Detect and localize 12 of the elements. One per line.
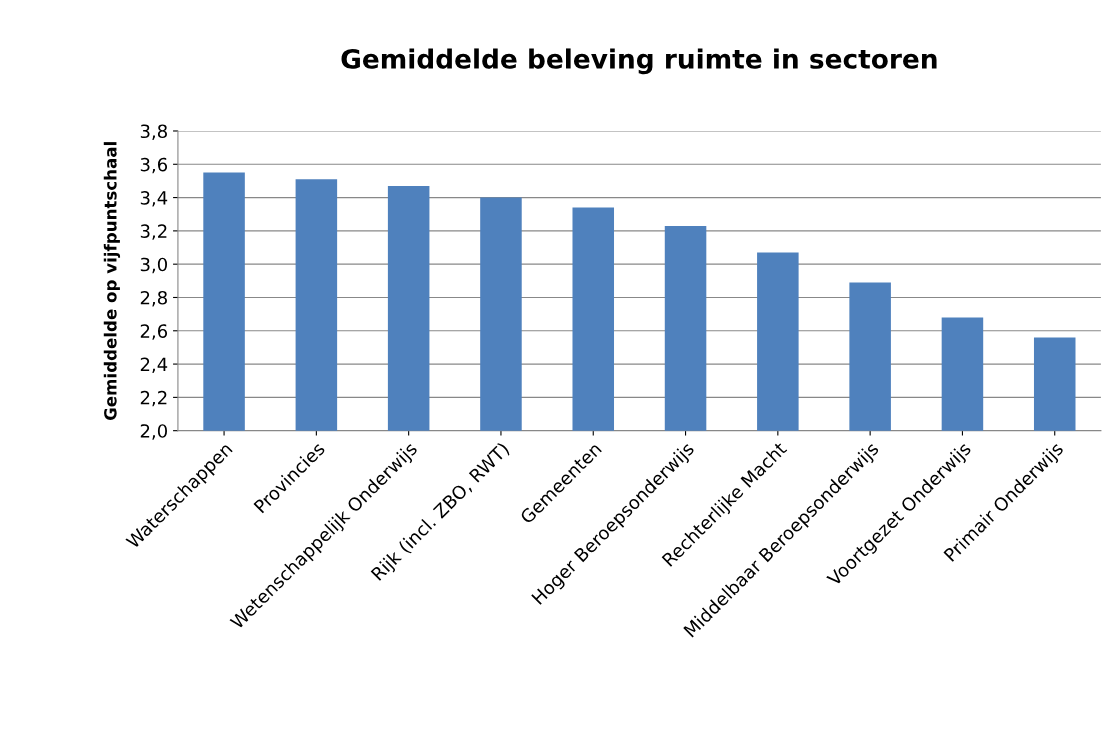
y-tick-label: 3,0 — [140, 257, 167, 274]
y-tick-label: 2,4 — [140, 357, 168, 374]
y-tick-label: 3,6 — [140, 157, 168, 174]
y-tick-label: 2,8 — [140, 290, 167, 307]
chart-title: Gemiddelde beleving ruimte in sectoren — [341, 48, 937, 75]
y-tick-label: 2,0 — [140, 424, 167, 440]
y-tick-label: 2,2 — [140, 390, 167, 407]
y-tick-label: 2,6 — [140, 324, 168, 340]
y-axis-title: Gemiddelde op vijfpuntschaal — [103, 142, 121, 421]
y-tick-label: 3,4 — [140, 191, 168, 207]
y-tick-label: 3,2 — [140, 224, 167, 240]
y-tick-label: 3,8 — [140, 124, 167, 140]
